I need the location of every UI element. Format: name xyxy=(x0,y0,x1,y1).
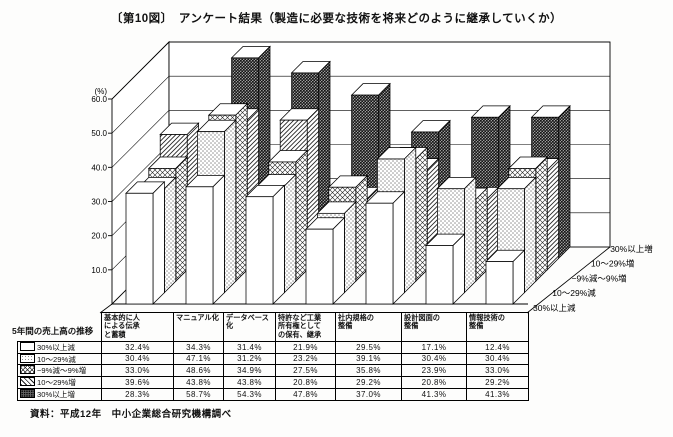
table-column-header: 設計図面の 整備 xyxy=(401,312,467,342)
svg-text:20.0: 20.0 xyxy=(91,232,107,241)
table-cell: 54.3% xyxy=(223,387,276,401)
table-cell: 20.8% xyxy=(275,376,336,389)
table-row: 10〜29%増 39.6% 43.8% 43.8% 20.8% 29.2% 20.8% 29.… xyxy=(17,376,529,389)
table-cell: 34.3% xyxy=(173,341,224,354)
table-cell: 27.5% xyxy=(275,364,336,378)
table-corner-spacer xyxy=(18,313,102,342)
table-cell: 47.8% xyxy=(275,387,336,401)
table-column-header: 情報技術の 整備 xyxy=(466,312,529,342)
y-axis: 10.0 20.0 30.0 40.0 50.0 60.0(%) xyxy=(91,87,611,314)
depth-axis-label: 30%以上減 xyxy=(533,303,576,313)
table-cell: 39.6% xyxy=(101,376,174,389)
table-column-header: データベース化 xyxy=(223,312,276,342)
table-cell: 35.8% xyxy=(335,364,402,378)
survey-3d-bar-chart: 10.0 20.0 30.0 40.0 50.0 60.0(%) 30%以上減 10〜29%… xyxy=(91,40,653,314)
svg-text:60.0: 60.0 xyxy=(91,95,107,104)
table-column-header: 特許など工業 所有権として の保有、継承 xyxy=(275,312,336,342)
table-cell: 17.1% xyxy=(401,341,467,354)
table-cell: 37.0% xyxy=(335,387,402,401)
table-row: 10〜29%減 30.4% 47.1% 31.2% 23.2% 39.1% 30.4% 30.… xyxy=(17,352,529,366)
data-table: 基本的に人 による伝承 と蓄積 マニュアル化 データベース化特許など工業 所有権として の保… xyxy=(17,312,529,401)
svg-text:30.0: 30.0 xyxy=(91,198,107,207)
svg-text:(%): (%) xyxy=(95,87,108,96)
table-cell: 30.4% xyxy=(466,352,529,366)
table-cell: 47.1% xyxy=(173,352,224,366)
table-row: 30%以上増 28.3% 58.7% 54.3% 47.8% 37.0% 41.3% 41.3… xyxy=(17,387,529,401)
table-cell: 28.3% xyxy=(101,387,174,401)
depth-axis-label: 10〜29%減 xyxy=(552,288,596,298)
legend-swatch-stipple-light xyxy=(20,354,35,363)
depth-axis-label: 30%以上増 xyxy=(610,244,653,254)
table-cell: 31.2% xyxy=(223,352,276,366)
source-note: 資料：平成12年 中小企業総合研究機構調べ xyxy=(30,409,232,420)
table-cell: 33.0% xyxy=(101,364,174,378)
depth-axis-labels: 30%以上減 10〜29%減 −9%減〜9%増 10〜29%増 30%以上増 xyxy=(533,244,653,313)
svg-text:50.0: 50.0 xyxy=(91,129,107,138)
table-cell: 20.8% xyxy=(401,376,467,389)
table-row: −9%減〜9%増 33.0% 48.6% 34.9% 27.5% 35.8% 23.9% 33… xyxy=(17,364,529,378)
table-cell: 31.4% xyxy=(223,341,276,354)
table-cell: 41.3% xyxy=(401,387,467,401)
legend-row-label: 10〜29%増 xyxy=(17,376,102,389)
table-column-header: 基本的に人 による伝承 と蓄積 xyxy=(101,312,174,342)
legend-swatch-crosshatch xyxy=(20,365,35,375)
table-column-header: 社内規格の 整備 xyxy=(335,312,402,342)
table-cell: 48.6% xyxy=(173,364,224,378)
svg-text:40.0: 40.0 xyxy=(91,163,107,172)
bars xyxy=(125,45,571,305)
depth-axis-label: −9%減〜9%増 xyxy=(572,273,627,283)
legend-swatch-white xyxy=(20,342,35,351)
table-cell: 33.0% xyxy=(466,364,529,378)
table-cell: 21.9% xyxy=(275,341,336,354)
figure-title: 〔第10図〕 アンケート結果（製造に必要な技術を将来どのように継承していくか） xyxy=(110,13,563,25)
table-cell: 12.4% xyxy=(466,341,529,354)
table-cell: 34.9% xyxy=(223,364,276,378)
table-row-header-title: 5年間の売上高の推移 xyxy=(12,326,94,336)
table-cell: 43.8% xyxy=(223,376,276,389)
table-row: 30%以上減 32.4% 34.3% 31.4% 21.9% 29.5% 17.1% 12.4… xyxy=(17,341,529,354)
table-cell: 29.2% xyxy=(466,376,529,389)
table-cell: 39.1% xyxy=(335,352,402,366)
table-cell: 43.8% xyxy=(173,376,224,389)
table-cell: 32.4% xyxy=(101,341,174,354)
table-cell: 41.3% xyxy=(466,387,529,401)
legend-row-label: 30%以上増 xyxy=(17,387,102,401)
table-column-header: マニュアル化 xyxy=(173,312,224,342)
table-cell: 30.4% xyxy=(101,352,174,366)
legend-swatch-stipple-dark xyxy=(20,389,35,398)
table-cell: 23.9% xyxy=(401,364,467,378)
legend-swatch-diagonal xyxy=(20,377,35,387)
legend-row-label: 30%以上減 xyxy=(17,341,102,354)
legend-row-label: −9%減〜9%増 xyxy=(17,364,102,378)
table-cell: 29.2% xyxy=(335,376,402,389)
svg-text:10.0: 10.0 xyxy=(91,266,107,275)
table-cell: 23.2% xyxy=(275,352,336,366)
depth-axis-label: 10〜29%増 xyxy=(591,259,634,269)
table-cell: 30.4% xyxy=(401,352,467,366)
legend-row-label: 10〜29%減 xyxy=(17,352,102,366)
table-cell: 58.7% xyxy=(173,387,224,401)
table-cell: 29.5% xyxy=(335,341,402,354)
